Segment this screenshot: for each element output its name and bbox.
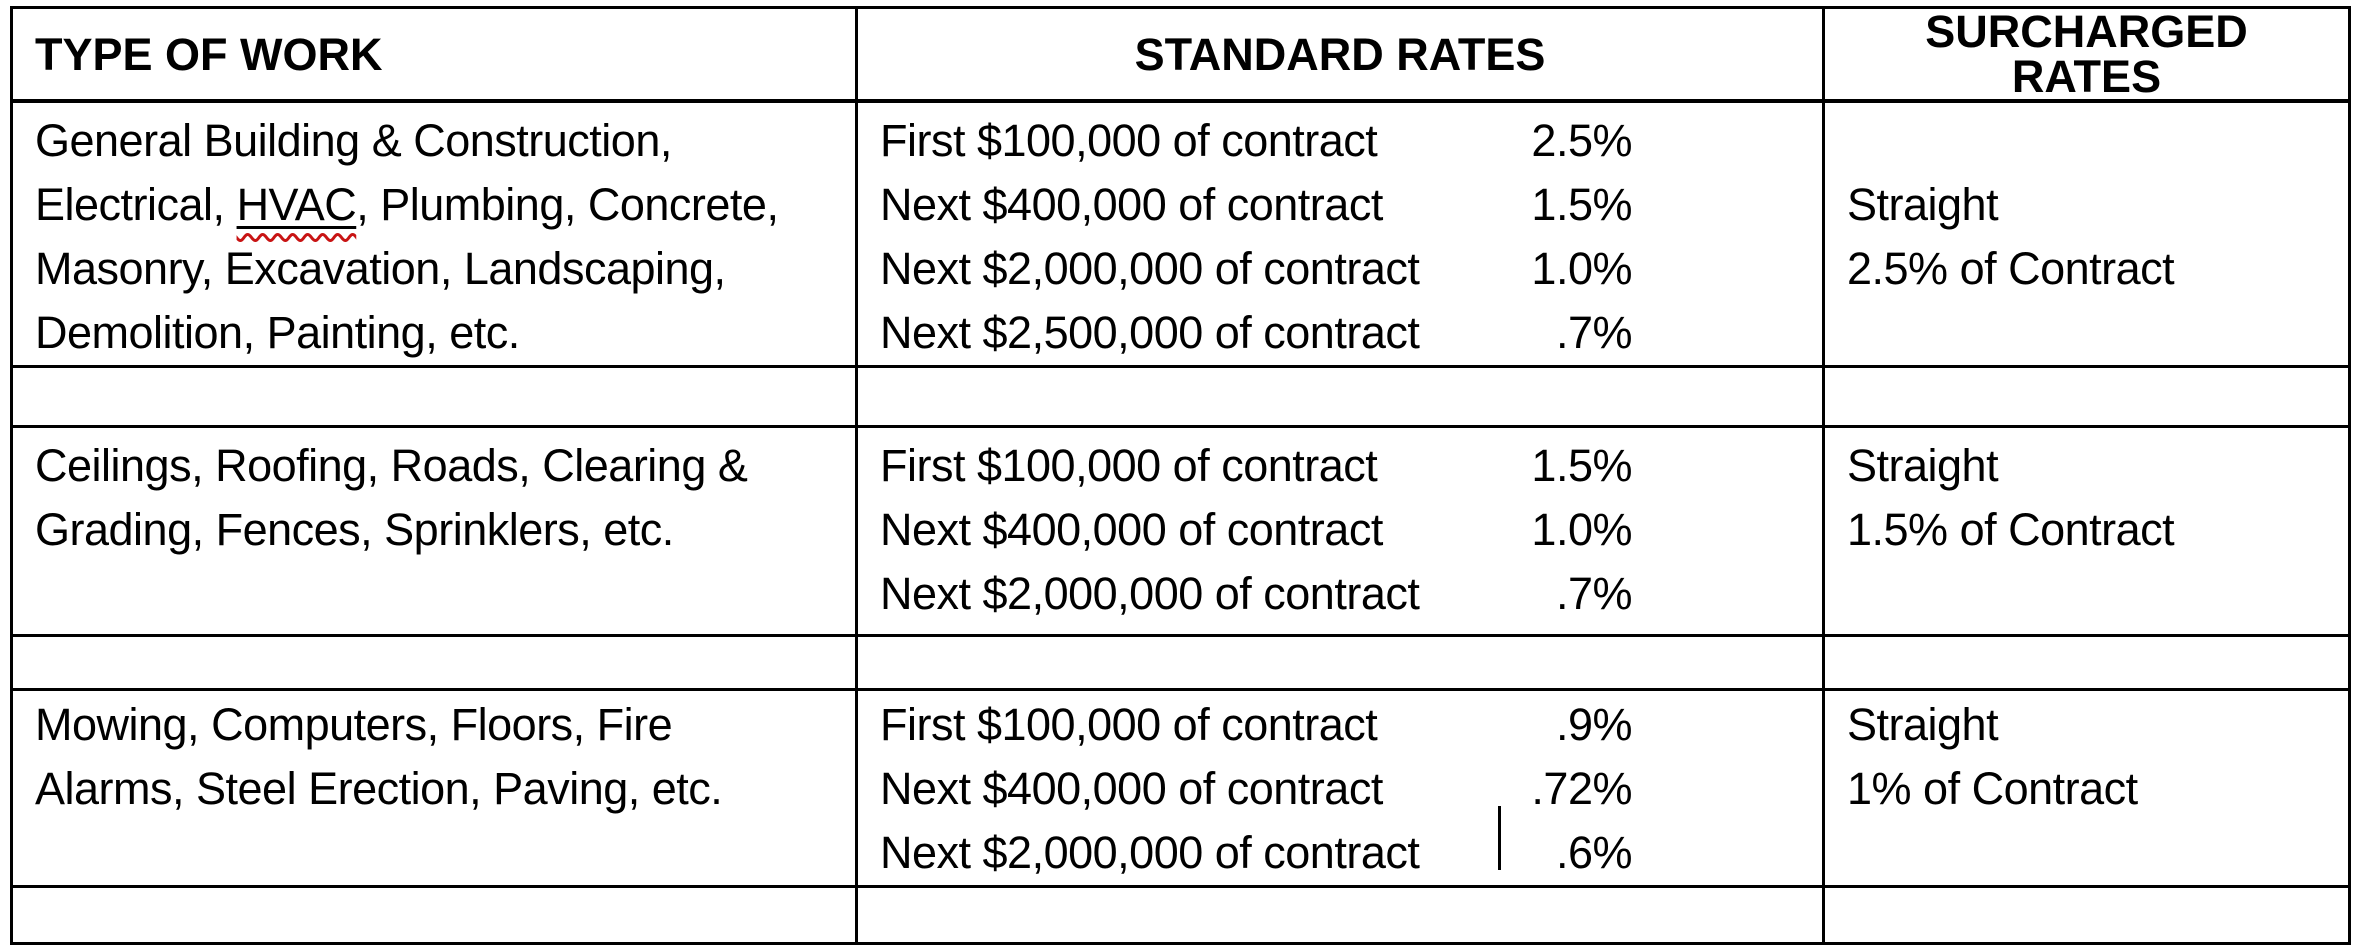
cell-work-general-building[interactable]: General Building & Construction, Electri… (10, 99, 858, 368)
empty-cell[interactable] (10, 365, 858, 428)
text-line: Electrical, HVAC, Plumbing, Concrete, (35, 173, 835, 237)
cell-work-ceilings[interactable]: Ceilings, Roofing, Roads, Clearing & Gra… (10, 425, 858, 637)
rate-value: .6% (1555, 827, 1633, 878)
header-standard-rates[interactable]: STANDARD RATES (855, 6, 1825, 103)
spacer-row (10, 634, 2351, 691)
text-line: 1% of Contract (1847, 763, 2138, 814)
rate-description: Next $400,000 of contract (880, 504, 1383, 555)
text-line: Ceilings, Roofing, Roads, Clearing & (35, 440, 748, 491)
table-row: Ceilings, Roofing, Roads, Clearing & Gra… (10, 425, 2351, 637)
empty-cell[interactable] (10, 885, 858, 945)
rate-line: Next $2,000,000 of contract 1.0% (880, 237, 1802, 301)
cell-work-mowing[interactable]: Mowing, Computers, Floors, Fire Alarms, … (10, 688, 858, 888)
rate-value: 1.5% (1531, 440, 1632, 491)
text-line: Straight (1847, 179, 1999, 230)
cell-standard-rates-3[interactable]: First $100,000 of contract .9% Next $400,… (855, 688, 1825, 888)
document-page: TYPE OF WORK STANDARD RATES SURCHARGED R… (10, 6, 2351, 945)
rate-description: First $100,000 of contract (880, 699, 1378, 750)
empty-cell[interactable] (1822, 634, 2351, 691)
rate-line: Next $400,000 of contract .72% (880, 757, 1802, 821)
rate-line: Next $2,000,000 of contract .6% (880, 821, 1802, 884)
header-type-of-work[interactable]: TYPE OF WORK (10, 6, 858, 103)
spacer-row (10, 885, 2351, 945)
text-line: Straight (1847, 440, 1999, 491)
cell-standard-rates-2[interactable]: First $100,000 of contract 1.5% Next $400… (855, 425, 1825, 637)
rate-line: Next $400,000 of contract 1.0% (880, 498, 1802, 562)
misspelled-word: HVAC (236, 179, 357, 230)
spacer-row (10, 365, 2351, 428)
rate-value: .9% (1555, 699, 1633, 750)
empty-cell[interactable] (1822, 885, 2351, 945)
empty-cell[interactable] (855, 885, 1825, 945)
text-line: Demolition, Painting, etc. (35, 307, 520, 358)
text-line: Mowing, Computers, Floors, Fire (35, 699, 673, 750)
text-line: 2.5% of Contract (1847, 243, 2175, 294)
text-segment: , Plumbing, Concrete, (356, 179, 779, 230)
empty-cell[interactable] (855, 365, 1825, 428)
text-line: Grading, Fences, Sprinklers, etc. (35, 504, 674, 555)
rate-description: Next $2,000,000 of contract (880, 243, 1420, 294)
text-line: General Building & Construction, (35, 115, 672, 166)
rate-value: .72% (1531, 763, 1632, 814)
rates-table: TYPE OF WORK STANDARD RATES SURCHARGED R… (10, 6, 2351, 945)
header-surcharged-rates[interactable]: SURCHARGED RATES (1822, 6, 2351, 103)
cell-surcharged-1[interactable]: Straight 2.5% of Contract (1822, 99, 2351, 368)
rate-line: Next $400,000 of contract 1.5% (880, 173, 1802, 237)
cell-surcharged-3[interactable]: Straight 1% of Contract (1822, 688, 2351, 888)
rate-description: Next $2,000,000 of contract (880, 568, 1420, 619)
empty-cell[interactable] (855, 634, 1825, 691)
empty-cell[interactable] (10, 634, 858, 691)
rate-description: Next $2,000,000 of contract (880, 827, 1420, 878)
text-line: Masonry, Excavation, Landscaping, (35, 243, 726, 294)
table-row: General Building & Construction, Electri… (10, 99, 2351, 368)
header-row: TYPE OF WORK STANDARD RATES SURCHARGED R… (10, 6, 2351, 103)
rate-line: First $100,000 of contract .9% (880, 693, 1802, 757)
underlined-word-wrap: HVAC (237, 179, 357, 230)
empty-cell[interactable] (1822, 365, 2351, 428)
text-segment: Electrical, (35, 179, 237, 230)
rate-description: Next $2,500,000 of contract (880, 307, 1420, 358)
rate-line: First $100,000 of contract 1.5% (880, 434, 1802, 498)
text-line: 1.5% of Contract (1847, 504, 2175, 555)
rate-description: Next $400,000 of contract (880, 763, 1383, 814)
cell-surcharged-2[interactable]: Straight 1.5% of Contract (1822, 425, 2351, 637)
rate-value: .7% (1555, 568, 1633, 619)
rate-description: First $100,000 of contract (880, 115, 1378, 166)
rate-value: .7% (1555, 307, 1633, 358)
rate-line: Next $2,000,000 of contract .7% (880, 562, 1802, 626)
table-row: Mowing, Computers, Floors, Fire Alarms, … (10, 688, 2351, 888)
rate-line: Next $2,500,000 of contract .7% (880, 301, 1802, 364)
rate-description: Next $400,000 of contract (880, 179, 1383, 230)
text-line: Alarms, Steel Erection, Paving, etc. (35, 763, 723, 814)
rate-value: 2.5% (1531, 115, 1632, 166)
rate-value: 1.0% (1531, 243, 1632, 294)
rate-description: First $100,000 of contract (880, 440, 1378, 491)
rate-value: 1.0% (1531, 504, 1632, 555)
text-line: Straight (1847, 699, 1999, 750)
cell-standard-rates-1[interactable]: First $100,000 of contract 2.5% Next $400… (855, 99, 1825, 368)
rate-line: First $100,000 of contract 2.5% (880, 109, 1802, 173)
text-cursor (1498, 806, 1501, 870)
rate-value: 1.5% (1531, 179, 1632, 230)
